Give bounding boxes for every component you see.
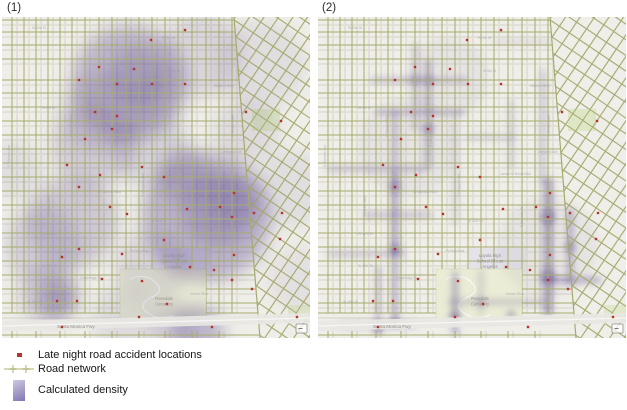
density-gradient-swatch-icon [0,379,38,401]
street-labels-layer: W 2nd St W 3rd St W 6th St W 8th St Wilshire… [323,26,558,304]
svg-text:W 3rd St: W 3rd St [162,36,175,40]
svg-text:Cemetery: Cemetery [471,301,490,306]
legend-label-accidents: Late night road accident locations [38,349,202,361]
svg-text:S Berendo St: S Berendo St [204,207,208,227]
svg-text:W Olympic Blvd: W Olympic Blvd [413,190,437,194]
svg-text:Rosedale: Rosedale [471,296,489,301]
freeway-label: Santa Monica Fwy [373,324,411,329]
kernel-density-layer [2,17,310,338]
accident-points-layer [55,28,299,329]
svg-text:W 15th St: W 15th St [343,300,358,304]
svg-text:Leeward Ave: Leeward Ave [538,150,558,154]
legend-row-density: Calculated density [0,378,128,402]
svg-text:Cemetery: Cemetery [155,301,174,306]
attribution-logo-icon [295,323,308,334]
svg-text:Wilshire Blvd: Wilshire Blvd [530,84,550,88]
map-panel-2-network-density: Loyola High School Of Los Angeles Rosedale C… [318,17,626,338]
svg-text:W Pico Blvd: W Pico Blvd [130,249,148,253]
svg-text:W 8th St: W 8th St [42,106,55,110]
svg-text:S Normandie Ave: S Normandie Ave [429,121,433,147]
svg-text:W 11th St: W 11th St [152,219,167,223]
svg-text:W 11th St: W 11th St [468,219,483,223]
panel-2-label: (2) [322,2,337,14]
svg-text:Loyola High: Loyola High [479,253,502,258]
svg-text:James M Wood Blvd: James M Wood Blvd [500,172,531,176]
legend-label-density: Calculated density [38,384,128,396]
freeway-band [318,313,626,331]
svg-text:W 12th St: W 12th St [42,232,57,236]
svg-text:W 8th St: W 8th St [358,106,371,110]
svg-text:W 14th St: W 14th St [358,264,373,268]
svg-text:W 3rd St: W 3rd St [478,36,491,40]
svg-text:W 14th St: W 14th St [42,264,57,268]
svg-text:Cambridge St: Cambridge St [396,276,417,280]
svg-text:S Mariposa Ave: S Mariposa Ave [141,173,145,197]
road-network-line-icon [0,364,38,374]
svg-text:W 6th St: W 6th St [483,69,496,73]
svg-text:S Normandie Ave: S Normandie Ave [113,121,117,147]
svg-text:S Harvard Blvd: S Harvard Blvd [69,114,73,137]
legend-row-accidents: Late night road accident locations [0,348,202,362]
svg-text:Venice Blvd: Venice Blvd [506,292,524,296]
svg-text:W 2nd St: W 2nd St [348,26,362,30]
svg-text:S Vermont Ave: S Vermont Ave [547,115,551,137]
legend-label-road-network: Road network [38,363,106,375]
svg-text:S Harvard Blvd: S Harvard Blvd [385,114,389,137]
svg-text:W Olympic Blvd: W Olympic Blvd [97,190,121,194]
svg-text:School Of Los: School Of Los [161,258,187,263]
svg-text:School Of Los: School Of Los [477,258,503,263]
attribution-logo-icon [611,323,624,334]
svg-text:S Hobart Blvd: S Hobart Blvd [363,196,367,217]
freeway-label: Santa Monica Fwy [57,324,95,329]
svg-text:Venice Blvd: Venice Blvd [190,292,208,296]
street-labels-layer: W 2nd St W 3rd St W 6th St W 8th St Wilshire… [7,26,242,304]
svg-text:S Vermont Ave: S Vermont Ave [231,115,235,137]
accident-points-layer [371,28,615,329]
svg-text:Leeward Ave: Leeward Ave [222,150,242,154]
panel-1-label: (1) [7,2,22,14]
svg-text:W 6th St: W 6th St [167,69,180,73]
svg-text:Wilshire Blvd: Wilshire Blvd [214,84,234,88]
svg-text:Loyola High: Loyola High [163,253,186,258]
svg-text:Angeles: Angeles [482,264,497,269]
legend-row-road-network: Road network [0,362,106,376]
svg-text:W 12th St: W 12th St [358,232,373,236]
legend: Late night road accident locations Road … [0,342,320,404]
svg-text:S Western Ave: S Western Ave [323,145,327,167]
svg-text:S Western Ave: S Western Ave [7,145,11,167]
svg-text:James M Wood Blvd: James M Wood Blvd [184,172,215,176]
svg-text:W 15th St: W 15th St [27,300,42,304]
map-panel-1-kernel-density: Loyola High School Of Los Angeles Rosedale C… [2,17,310,338]
svg-text:Angeles: Angeles [166,264,181,269]
svg-text:W 2nd St: W 2nd St [32,26,46,30]
freeway-band [2,313,310,331]
svg-text:S Mariposa Ave: S Mariposa Ave [457,173,461,197]
svg-text:Cambridge St: Cambridge St [80,276,101,280]
svg-text:W Pico Blvd: W Pico Blvd [446,249,464,253]
accident-point-icon [0,353,38,357]
svg-text:Rosedale: Rosedale [155,296,173,301]
svg-text:S Hobart Blvd: S Hobart Blvd [47,196,51,217]
svg-text:S Berendo St: S Berendo St [520,207,524,227]
